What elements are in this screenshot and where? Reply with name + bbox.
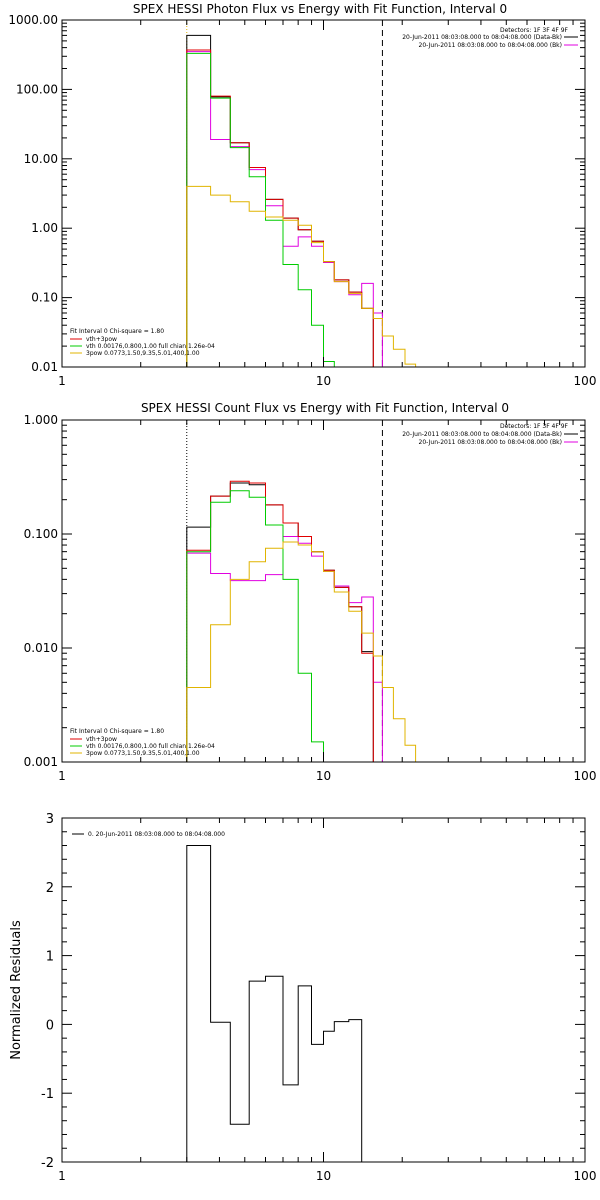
fit-legend-item1: vth+3pow: [86, 736, 117, 743]
legend: 0. 20-Jun-2011 08:03:08.000 to 08:04:08.…: [72, 831, 225, 838]
x-tick-label: 1: [58, 769, 66, 783]
y-tick-label: 1.000: [24, 413, 58, 427]
x-tick-label: 1: [58, 374, 66, 388]
fit-legend-header: Fit Interval 0 Chi-square = 1.80: [70, 728, 164, 735]
legend: Detectors: 1F 3F 4F 9F 20-Jun-2011 08:03…: [402, 27, 578, 49]
y-tick-label: -1: [41, 1087, 54, 1102]
plot-frame: [61, 817, 586, 1163]
legend-data-bk: 20-Jun-2011 08:03:08.000 to 08:04:08.000…: [402, 34, 562, 41]
series-vth: [186, 52, 374, 367]
y-tick-label: 0: [46, 1018, 54, 1033]
y-tick-label: 3: [46, 812, 54, 827]
fit-legend-header: Fit Interval 0 Chi-square = 1.80: [70, 328, 164, 335]
y-tick-label: 10.00: [24, 152, 58, 166]
y-tick-label: 2: [46, 881, 54, 896]
series-bk: [186, 536, 383, 762]
residuals-panel: 1 10 100 -2 -1 0 1 2 3 Normalized Residuals 0. 2…: [9, 812, 596, 1183]
plot-frame: [61, 19, 586, 368]
y-tick-label: 0.100: [24, 527, 58, 541]
y-tick-label: 1: [46, 950, 54, 965]
x-tick-label: 10: [316, 769, 331, 783]
series-data-bk: [186, 34, 374, 367]
plot-area: 1 10 100 0.01 0.10 1.00 10.00 100.00 1000.00: [8, 13, 596, 388]
y-axis-label: Normalized Residuals: [9, 920, 24, 1060]
y-tick-label: 1.00: [31, 221, 58, 235]
fit-legend-item1: vth+3pow: [86, 336, 117, 343]
fit-legend: Fit Interval 0 Chi-square = 1.80 vth+3po…: [70, 328, 215, 357]
series-vth-3pow: [186, 480, 374, 762]
legend-data-bk: 20-Jun-2011 08:03:08.000 to 08:04:08.000…: [402, 431, 562, 438]
fit-legend-item3: 3pow 0.0773,1.50,9.35,5.01,400,1.00: [86, 750, 200, 757]
fit-legend-item3: 3pow 0.0773,1.50,9.35,5.01,400,1.00: [86, 350, 200, 357]
fit-legend-item2: vth 0.00176,0.800,1.00 full chian 1.26e-…: [86, 343, 215, 350]
series-bk: [186, 51, 383, 367]
fit-legend: Fit Interval 0 Chi-square = 1.80 vth+3po…: [70, 728, 215, 757]
series-3pow: [186, 185, 428, 367]
plot-area: 1 10 100 0.001 0.010 0.100 1.000: [24, 413, 597, 783]
y-tick-label: 0.010: [24, 641, 58, 655]
x-tick-label: 1: [58, 1169, 66, 1183]
plot-frame: [61, 419, 586, 763]
y-tick-label: 100.00: [16, 82, 58, 96]
x-tick-label: 10: [316, 374, 331, 388]
y-tick-label: -2: [41, 1156, 54, 1171]
series-vth: [186, 490, 374, 762]
y-tick-label: 0.001: [24, 755, 58, 769]
series-0-20-jun-2011-08-03-08-000-to-08-04-08-000: [186, 845, 363, 1162]
legend-label: 0. 20-Jun-2011 08:03:08.000 to 08:04:08.…: [88, 831, 225, 838]
legend-detectors: Detectors: 1F 3F 4F 9F: [500, 27, 569, 34]
count-flux-panel: SPEX HESSI Count Flux vs Energy with Fit…: [24, 401, 597, 783]
x-tick-label: 100: [574, 1169, 597, 1183]
fit-legend-item2: vth 0.00176,0.800,1.00 full chian 1.26e-…: [86, 743, 215, 750]
series-vth-3pow: [186, 49, 374, 367]
y-tick-label: 0.10: [31, 291, 58, 305]
legend-bk: 20-Jun-2011 08:03:08.000 to 08:04:08.000…: [419, 42, 562, 49]
legend-bk: 20-Jun-2011 08:03:08.000 to 08:04:08.000…: [419, 439, 562, 446]
photon-flux-panel: SPEX HESSI Photon Flux vs Energy with Fi…: [8, 2, 596, 388]
chart-title: SPEX HESSI Photon Flux vs Energy with Fi…: [133, 2, 507, 16]
chart-title: SPEX HESSI Count Flux vs Energy with Fit…: [141, 401, 509, 415]
series-3pow: [186, 541, 428, 762]
y-tick-label: 1000.00: [8, 13, 58, 27]
legend-detectors: Detectors: 1F 3F 4F 9F: [500, 423, 569, 430]
x-tick-label: 100: [574, 769, 597, 783]
x-tick-label: 100: [574, 374, 597, 388]
x-tick-label: 10: [316, 1169, 331, 1183]
plot-area: 1 10 100 -2 -1 0 1 2 3: [41, 812, 596, 1183]
legend: Detectors: 1F 3F 4F 9F 20-Jun-2011 08:03…: [402, 423, 578, 446]
y-tick-label: 0.01: [31, 360, 58, 374]
